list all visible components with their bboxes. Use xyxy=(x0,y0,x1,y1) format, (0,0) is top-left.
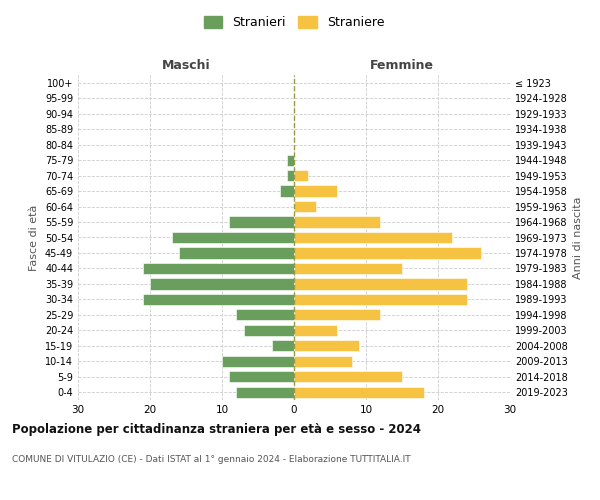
Bar xyxy=(179,248,294,258)
Text: Femmine: Femmine xyxy=(370,60,434,72)
Bar xyxy=(229,371,294,382)
Bar xyxy=(294,294,467,305)
Bar xyxy=(236,310,294,320)
Bar xyxy=(244,325,294,336)
Bar xyxy=(294,278,467,289)
Bar xyxy=(143,263,294,274)
Bar xyxy=(294,263,402,274)
Bar xyxy=(294,201,316,212)
Bar xyxy=(294,216,380,228)
Text: Popolazione per cittadinanza straniera per età e sesso - 2024: Popolazione per cittadinanza straniera p… xyxy=(12,422,421,436)
Bar xyxy=(287,170,294,181)
Bar xyxy=(229,216,294,228)
Bar xyxy=(294,248,481,258)
Bar xyxy=(294,340,359,351)
Bar xyxy=(294,325,337,336)
Bar xyxy=(294,232,452,243)
Bar xyxy=(222,356,294,367)
Bar xyxy=(294,186,337,196)
Bar xyxy=(280,186,294,196)
Y-axis label: Anni di nascita: Anni di nascita xyxy=(573,196,583,279)
Text: COMUNE DI VITULAZIO (CE) - Dati ISTAT al 1° gennaio 2024 - Elaborazione TUTTITAL: COMUNE DI VITULAZIO (CE) - Dati ISTAT al… xyxy=(12,455,410,464)
Bar xyxy=(172,232,294,243)
Bar xyxy=(272,340,294,351)
Bar xyxy=(143,294,294,305)
Bar xyxy=(294,356,352,367)
Bar xyxy=(287,154,294,166)
Y-axis label: Fasce di età: Fasce di età xyxy=(29,204,39,270)
Bar xyxy=(150,278,294,289)
Bar xyxy=(236,386,294,398)
Bar xyxy=(294,170,308,181)
Bar xyxy=(294,371,402,382)
Bar xyxy=(294,310,380,320)
Legend: Stranieri, Straniere: Stranieri, Straniere xyxy=(199,11,389,34)
Bar xyxy=(294,386,424,398)
Text: Maschi: Maschi xyxy=(161,60,211,72)
